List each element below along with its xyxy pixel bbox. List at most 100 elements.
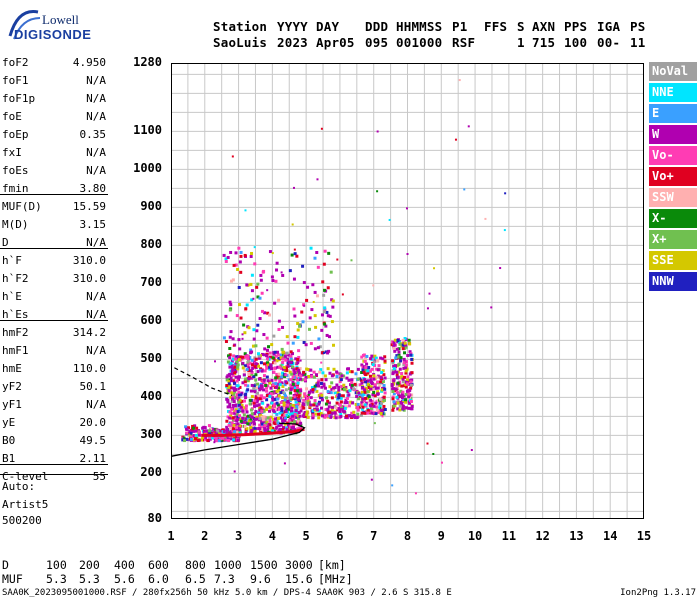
echo-point (273, 358, 277, 362)
echo-point (197, 430, 201, 434)
echo-point (233, 365, 237, 369)
echo-point (181, 438, 185, 442)
echo-point (225, 383, 229, 387)
echo-point (380, 388, 384, 392)
echo-point (275, 261, 279, 265)
echo-point (281, 367, 285, 371)
echo-point (235, 360, 239, 364)
param-label: hmF1 (2, 344, 29, 357)
echo-point (229, 279, 233, 283)
echo-point (368, 374, 372, 378)
echo-point (310, 386, 314, 390)
echo-point (201, 435, 205, 439)
echo-point (228, 416, 232, 420)
echo-point (272, 334, 276, 338)
echo-point (291, 341, 295, 345)
echo-point (253, 429, 257, 433)
echo-point (258, 427, 262, 431)
echo-point (352, 410, 356, 414)
echo-point (357, 391, 361, 395)
echo-point (262, 415, 266, 419)
echo-point (275, 268, 279, 272)
echo-point (329, 270, 333, 274)
param-value: N/A (86, 236, 106, 249)
legend-item: X- (649, 209, 697, 228)
echo-point (283, 374, 287, 378)
file-info: SAA0K_2023095001000.RSF / 280fx256h 50 k… (2, 588, 452, 598)
echo-point (285, 369, 289, 373)
echo-point (227, 439, 231, 443)
echo-point (357, 393, 361, 397)
echo-point (333, 411, 337, 415)
echo-point (224, 340, 228, 344)
param-value: 55 (92, 470, 106, 483)
echo-point (356, 377, 360, 381)
y-tick-label: 1000 (133, 161, 162, 176)
echo-point (228, 356, 232, 360)
echo-point (302, 412, 306, 416)
echo-point (400, 392, 404, 396)
echo-point (410, 393, 414, 397)
echo-point (241, 366, 245, 370)
echo-point (225, 428, 229, 432)
echo-point (239, 355, 243, 359)
echo-point (320, 395, 324, 399)
echo-point (250, 363, 254, 367)
x-tick-label: 11 (501, 529, 517, 543)
echo-point (374, 405, 378, 409)
echo-point (363, 356, 367, 360)
echo-point (323, 310, 327, 314)
echo-point (336, 391, 340, 395)
echo-point (267, 345, 271, 349)
echo-point (335, 383, 339, 387)
echo-point (239, 250, 243, 254)
echo-point (407, 392, 411, 396)
echo-point (266, 416, 270, 420)
legend-item: NoVal (649, 62, 697, 81)
echo-point (402, 375, 406, 379)
echo-point (352, 413, 356, 417)
echo-point (321, 351, 325, 355)
y-tick-label: 1100 (133, 123, 162, 138)
echo-point (260, 352, 264, 356)
echo-point (253, 262, 257, 266)
echo-point (352, 387, 356, 391)
echo-point (305, 387, 309, 391)
echo-point (222, 336, 226, 340)
echo-point (290, 372, 294, 376)
noise-point (388, 218, 391, 221)
header-label: PPS (564, 19, 588, 34)
echo-point (399, 400, 403, 404)
noise-point (381, 415, 384, 418)
echo-point (266, 311, 270, 315)
echo-point (283, 383, 287, 387)
d-value: 400 (114, 558, 135, 572)
echo-point (324, 402, 328, 406)
echo-point (407, 338, 411, 342)
noise-point (283, 462, 286, 465)
echo-point (378, 404, 382, 408)
echo-point (244, 392, 248, 396)
echo-point (236, 410, 240, 414)
echo-point (326, 407, 330, 411)
echo-point (235, 379, 239, 383)
echo-point (365, 362, 369, 366)
echo-point (349, 383, 353, 387)
echo-point (297, 355, 301, 359)
echo-point (402, 408, 406, 412)
echo-point (252, 337, 256, 341)
echo-point (247, 326, 251, 330)
echo-point (231, 366, 235, 370)
echo-point (342, 383, 346, 387)
echo-point (322, 262, 326, 266)
echo-point (391, 408, 395, 412)
echo-point (374, 356, 378, 360)
echo-point (270, 343, 274, 347)
echo-point (330, 387, 334, 391)
echo-point (306, 285, 310, 289)
echo-point (277, 407, 281, 411)
echo-point (250, 428, 254, 432)
echo-point (371, 363, 375, 367)
echo-point (275, 372, 279, 376)
echo-point (339, 378, 343, 382)
